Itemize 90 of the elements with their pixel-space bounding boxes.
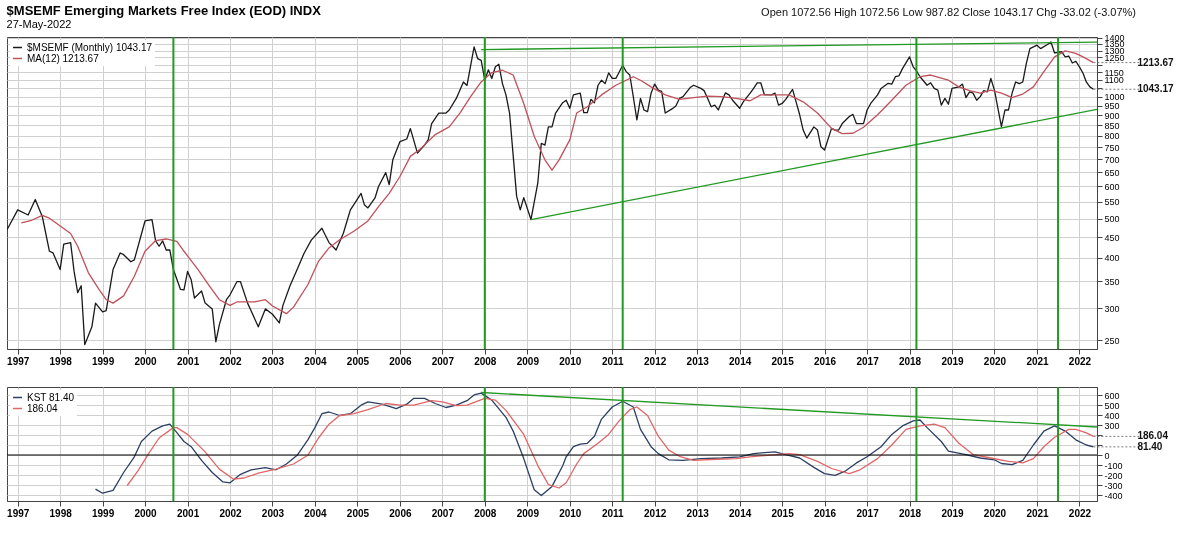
x-tick-label: 2001	[176, 507, 200, 519]
y-tick-label: -100	[1104, 460, 1123, 471]
y-tick-label: 400	[1104, 253, 1120, 264]
annotation: 186.04	[1137, 430, 1169, 442]
legend-label: KST 81.40	[27, 391, 75, 403]
x-tick-label: 1998	[49, 507, 73, 519]
x-tick-label: 2006	[389, 355, 412, 367]
y-tick-label: -200	[1104, 470, 1123, 481]
y-tick-label: 950	[1104, 101, 1120, 112]
y-tick-label: 500	[1104, 214, 1120, 224]
x-tick-label: 2013	[686, 507, 710, 519]
y-tick-label: 300	[1104, 303, 1120, 314]
chart-subtitle: 27-May-2022	[6, 17, 72, 30]
x-tick-label: 2012	[644, 355, 667, 367]
y-tick-label: 600	[1104, 181, 1120, 192]
x-tick-label: 2011	[601, 507, 625, 519]
x-tick-label: 1999	[91, 355, 115, 367]
y-tick-label: 400	[1104, 410, 1120, 421]
x-tick-label: 2015	[771, 507, 795, 519]
x-tick-label: 1999	[91, 507, 115, 519]
x-tick-label: 2000	[134, 355, 158, 367]
x-tick-label: 2012	[644, 507, 667, 519]
x-tick-label: 2022	[1068, 355, 1092, 367]
x-tick-label: 2013	[686, 355, 710, 367]
x-tick-label: 2002	[219, 507, 243, 519]
y-tick-label: 550	[1104, 197, 1120, 208]
annotation: 1043.17	[1137, 83, 1174, 95]
y-tick-label: 600	[1104, 390, 1120, 401]
y-tick-label: -300	[1104, 480, 1123, 491]
y-tick-label: 750	[1104, 142, 1120, 153]
x-tick-label: 2010	[559, 355, 582, 367]
x-tick-label: 2019	[941, 507, 965, 519]
x-tick-label: 2017	[856, 355, 880, 367]
x-tick-label: 2009	[516, 355, 540, 367]
x-tick-label: 2007	[431, 507, 455, 519]
x-tick-label: 2009	[516, 507, 540, 519]
y-tick-label: 350	[1104, 276, 1120, 287]
x-tick-label: 2020	[983, 507, 1007, 519]
x-tick-label: 1997	[7, 355, 30, 367]
x-tick-label: 2010	[559, 507, 582, 519]
x-tick-label: 2008	[474, 355, 497, 367]
x-tick-label: 2000	[134, 507, 158, 519]
x-tick-label: 2001	[176, 355, 200, 367]
x-tick-label: 2003	[261, 507, 285, 519]
y-tick-label: -400	[1104, 490, 1123, 501]
x-tick-label: 2021	[1026, 355, 1050, 367]
x-tick-label: 2004	[304, 355, 327, 367]
y-tick-label: 300	[1104, 420, 1120, 431]
x-tick-label: 2002	[219, 355, 243, 367]
y-tick-label: 650	[1104, 167, 1120, 178]
x-tick-label: 2006	[389, 507, 412, 519]
y-tick-label: 850	[1104, 120, 1120, 131]
legend-label: $MSEMF (Monthly) 1043.17	[27, 41, 153, 53]
y-tick-label: 1000	[1104, 92, 1125, 103]
x-tick-label: 2015	[771, 355, 795, 367]
y-tick-label: 800	[1104, 131, 1120, 142]
x-tick-label: 2014	[729, 507, 752, 519]
y-tick-label: 900	[1104, 110, 1120, 121]
y-tick-label: 1100	[1104, 75, 1124, 86]
x-tick-label: 2004	[304, 507, 327, 519]
x-tick-label: 2005	[346, 355, 370, 367]
y-tick-label: 1150	[1104, 67, 1124, 78]
annotation: 81.40	[1137, 440, 1163, 452]
legend-label: MA(12) 1213.67	[27, 52, 100, 64]
y-tick-label: 250	[1104, 335, 1120, 346]
y-tick-label: 500	[1104, 400, 1120, 411]
x-tick-label: 2007	[431, 355, 455, 367]
x-tick-label: 2011	[601, 355, 625, 367]
x-tick-label: 2018	[898, 355, 922, 367]
x-tick-label: 2020	[983, 355, 1007, 367]
x-tick-label: 2003	[261, 355, 285, 367]
annotation: 1213.67	[1137, 56, 1174, 68]
y-tick-label: 450	[1104, 232, 1120, 243]
x-tick-label: 1997	[7, 507, 30, 519]
legend-label: 186.04	[27, 402, 59, 414]
y-tick-label: 0	[1104, 450, 1110, 461]
x-tick-label: 1998	[49, 355, 73, 367]
x-tick-label: 2014	[729, 355, 752, 367]
x-tick-label: 2021	[1026, 507, 1050, 519]
x-tick-label: 2017	[856, 507, 880, 519]
x-tick-label: 2022	[1068, 507, 1092, 519]
x-tick-label: 2008	[474, 507, 497, 519]
text: Open 1072.56 High 1072.56 Low 987.82 Close 1043.17 Chg -33.02 (-3.07%)	[761, 6, 1136, 18]
x-tick-label: 2019	[941, 355, 965, 367]
x-tick-label: 2016	[813, 507, 837, 519]
x-tick-label: 2005	[346, 507, 370, 519]
x-tick-label: 2018	[898, 507, 922, 519]
y-tick-label: 700	[1104, 154, 1120, 165]
chart-title: $MSEMF Emerging Markets Free Index (EOD) INDX	[6, 2, 322, 18]
x-tick-label: 2016	[813, 355, 837, 367]
